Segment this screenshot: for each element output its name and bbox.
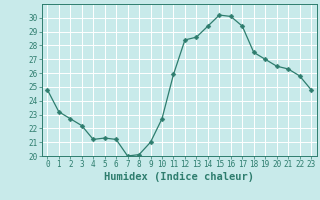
X-axis label: Humidex (Indice chaleur): Humidex (Indice chaleur) [104,172,254,182]
